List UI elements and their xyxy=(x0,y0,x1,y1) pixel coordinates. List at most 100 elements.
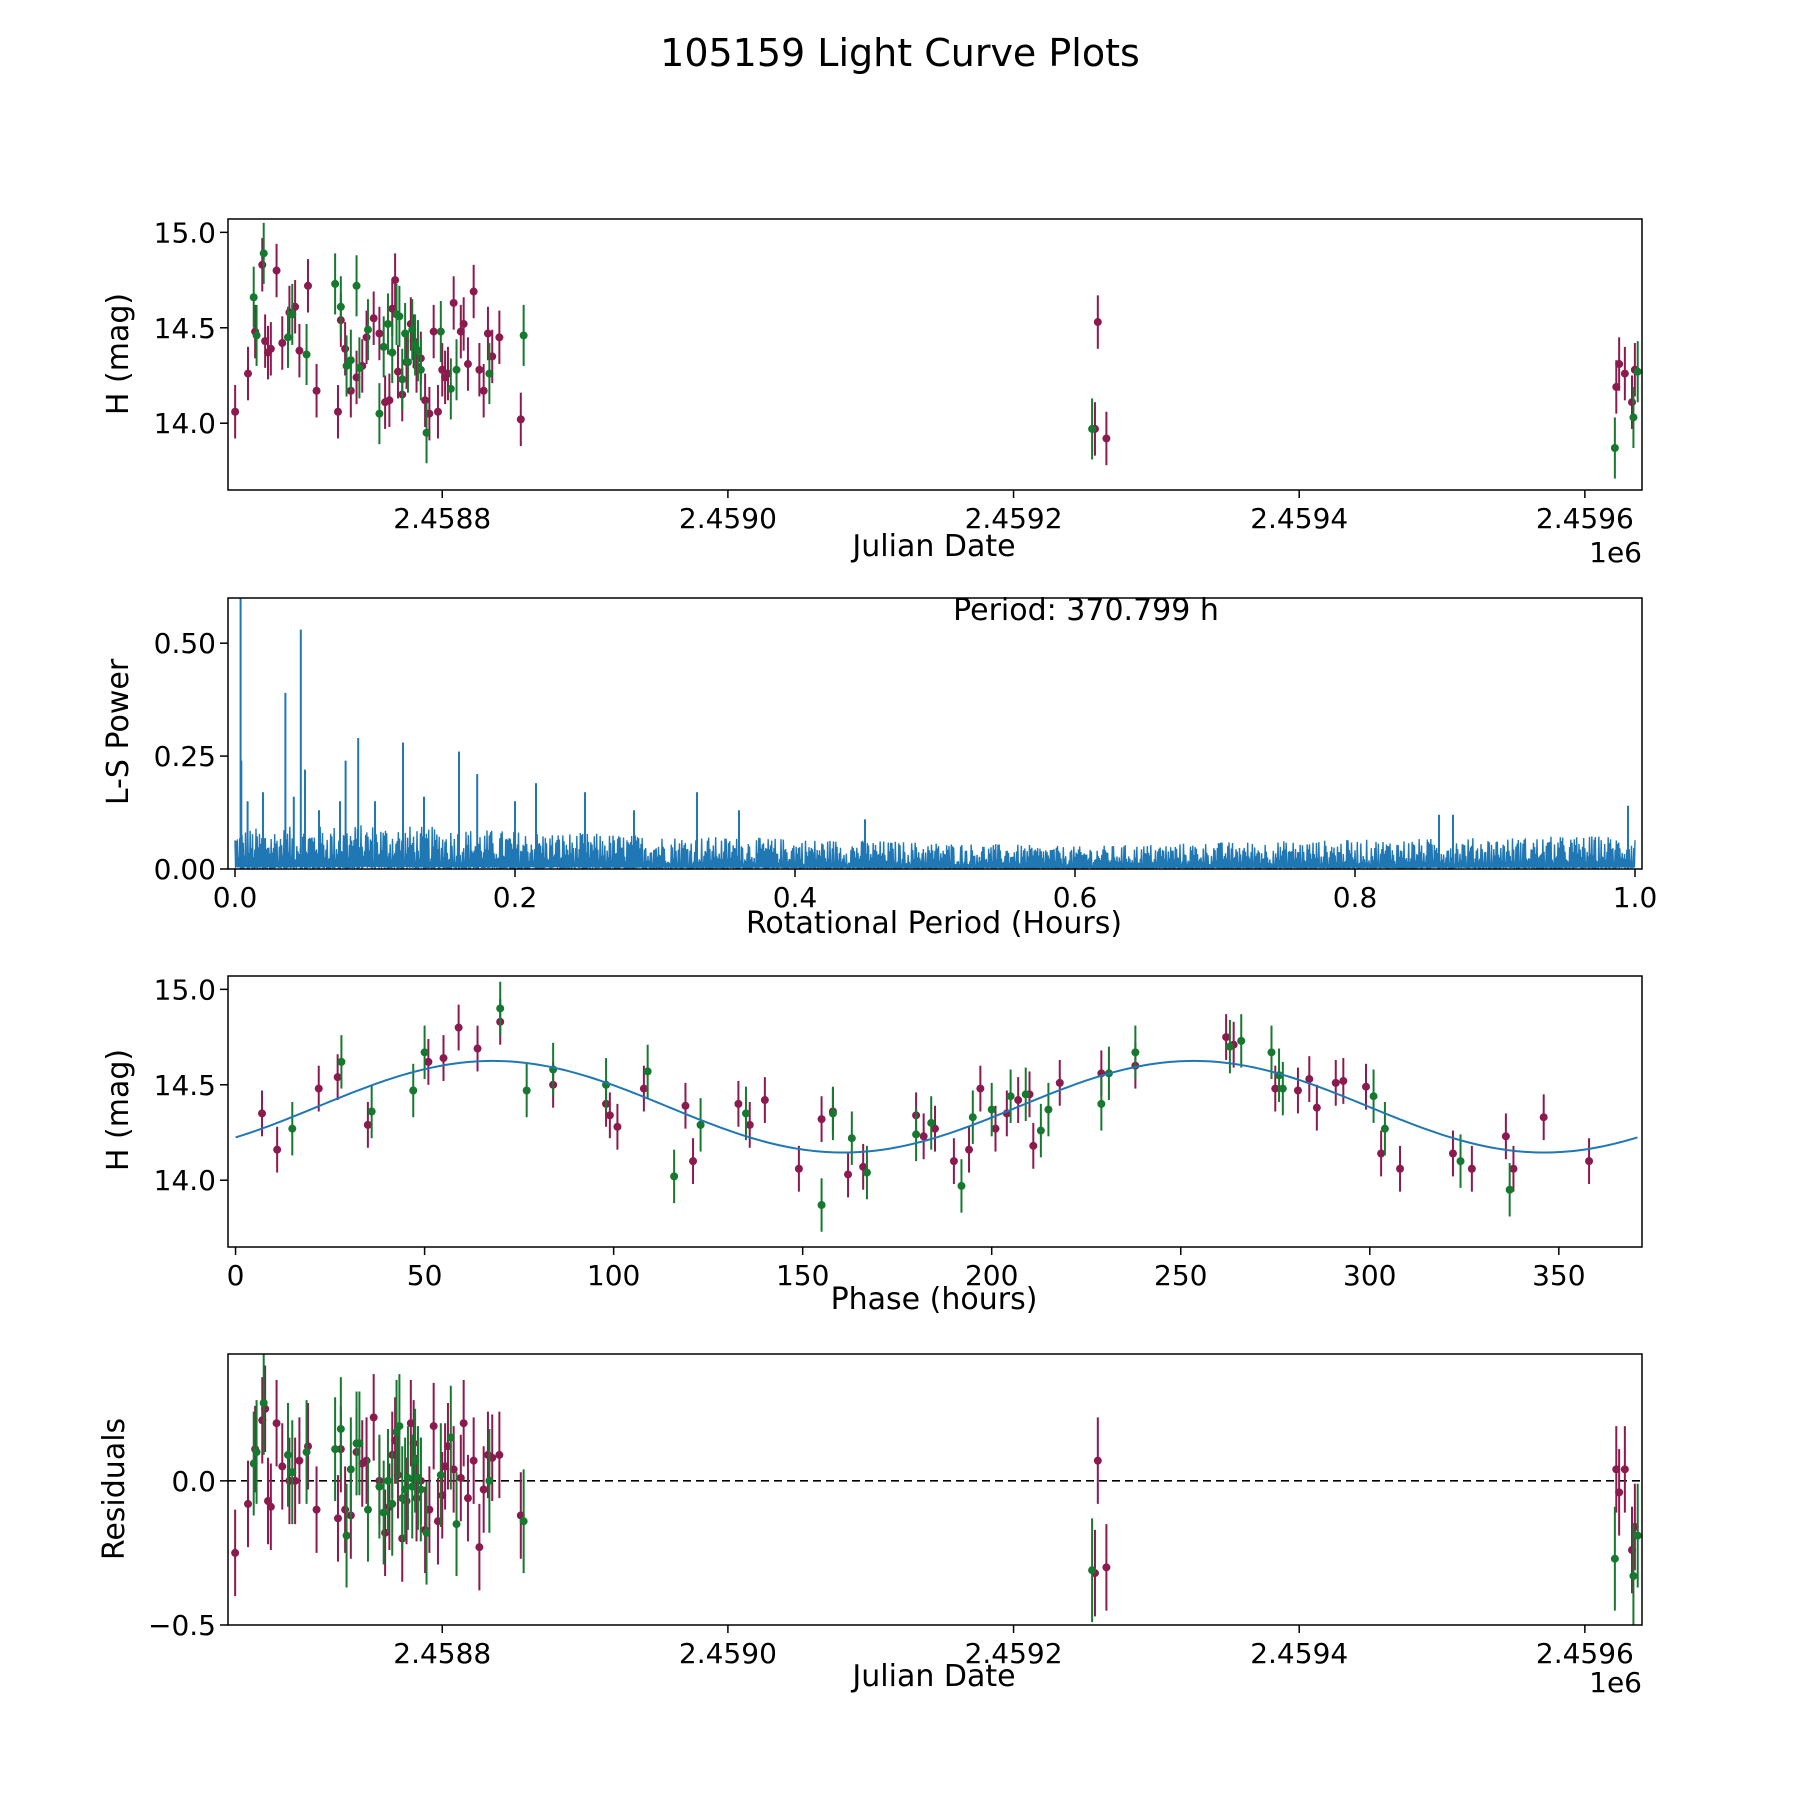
phase-point xyxy=(1271,1084,1280,1093)
phase-point xyxy=(288,1124,297,1133)
phase-point xyxy=(1539,1113,1548,1122)
lc-point xyxy=(363,325,372,334)
phase-point xyxy=(1267,1048,1276,1057)
3-xtick-label: 2.4592 xyxy=(965,1637,1063,1670)
0-ytick-label: 14.0 xyxy=(154,407,216,440)
phase-point xyxy=(844,1170,853,1179)
3-xtick-label: 2.4594 xyxy=(1250,1637,1348,1670)
phase-point xyxy=(1312,1103,1321,1112)
residuals-frame xyxy=(227,1353,1643,1626)
0-xtick-label: 2.4588 xyxy=(393,502,491,535)
lc-point xyxy=(475,365,484,374)
lc-point xyxy=(295,346,304,355)
resid-point xyxy=(395,1422,404,1431)
phase-point xyxy=(1222,1033,1231,1042)
phase-point xyxy=(817,1115,826,1124)
lc-point xyxy=(283,333,292,342)
1-xtick-label: 0.2 xyxy=(493,881,538,914)
resid-point xyxy=(341,1505,350,1514)
lc-point xyxy=(391,276,400,285)
phase-point xyxy=(1044,1105,1053,1114)
periodogram-line xyxy=(234,825,1636,869)
phase-point xyxy=(1585,1157,1594,1166)
lc-point xyxy=(398,375,407,384)
3-ytick-label: −0.5 xyxy=(148,1609,216,1642)
phase-point xyxy=(367,1107,376,1116)
phase-point xyxy=(987,1105,996,1114)
lc-point xyxy=(1102,434,1111,443)
lc-point xyxy=(436,327,445,336)
resid-point xyxy=(1629,1571,1638,1580)
lc-point xyxy=(252,331,261,340)
resid-point xyxy=(1093,1456,1102,1465)
2-xtick-label: 300 xyxy=(1343,1259,1396,1292)
lc-point xyxy=(469,287,478,296)
phase-point xyxy=(734,1099,743,1108)
phase-point xyxy=(337,1057,346,1066)
phase-point xyxy=(1029,1141,1038,1150)
phase-point xyxy=(1014,1096,1023,1105)
phase-point xyxy=(931,1124,939,1133)
lc-point xyxy=(231,407,240,416)
phase-point xyxy=(1237,1036,1246,1045)
lc-point xyxy=(416,365,425,374)
resid-point xyxy=(283,1450,292,1459)
resid-point xyxy=(495,1450,504,1459)
lc-point xyxy=(249,293,258,302)
resid-point xyxy=(463,1494,472,1503)
1-ytick-label: 0.25 xyxy=(154,740,216,773)
light-curve-ylabel: H (mag) xyxy=(101,293,136,415)
lc-point xyxy=(1088,424,1097,433)
periodogram-xlabel: Rotational Period (Hours) xyxy=(746,906,1122,941)
phase-point xyxy=(681,1101,690,1110)
lc-point xyxy=(483,329,492,338)
1-xtick-label: 1.0 xyxy=(1613,881,1658,914)
lc-point xyxy=(452,365,461,374)
1-xtick-label: 0.8 xyxy=(1333,881,1378,914)
resid-point xyxy=(436,1471,445,1480)
phase-point xyxy=(1305,1075,1314,1084)
periodogram-ylabel: L-S Power xyxy=(101,658,136,805)
lc-points xyxy=(231,222,1642,479)
phase-point xyxy=(965,1145,974,1154)
phase-point xyxy=(949,1157,958,1166)
residuals-offset-label: 1e6 xyxy=(1589,1666,1642,1699)
lc-point xyxy=(479,386,488,395)
lc-point xyxy=(259,249,268,258)
phase-frame xyxy=(227,975,1643,1248)
2-ytick-label: 14.0 xyxy=(154,1164,216,1197)
phase-point xyxy=(1396,1164,1405,1173)
phase-point xyxy=(927,1118,936,1127)
3-xtick-label: 2.4588 xyxy=(393,1637,491,1670)
figure-title: 105159 Light Curve Plots xyxy=(660,31,1140,75)
lc-point xyxy=(341,344,350,353)
lc-point xyxy=(433,407,442,416)
lc-point xyxy=(352,281,361,290)
phase-point xyxy=(409,1086,418,1095)
resid-points xyxy=(231,1354,1642,1625)
2-xtick-label: 0 xyxy=(227,1259,245,1292)
phase-point xyxy=(1456,1157,1465,1166)
resid-point xyxy=(452,1520,461,1529)
phase-point xyxy=(613,1122,622,1131)
lc-point xyxy=(333,407,342,416)
lc-point xyxy=(312,386,321,395)
resid-point xyxy=(231,1548,240,1557)
phase-point xyxy=(1036,1126,1045,1135)
lc-point xyxy=(422,428,431,437)
2-xtick-label: 50 xyxy=(407,1259,443,1292)
resid-point xyxy=(379,1508,388,1517)
phase-point xyxy=(1448,1149,1457,1158)
phase-point xyxy=(847,1134,856,1143)
resid-point xyxy=(475,1543,484,1552)
lc-point xyxy=(1628,398,1637,407)
phase-point xyxy=(1362,1082,1371,1091)
phase-point xyxy=(522,1086,531,1095)
lc-point xyxy=(243,369,252,378)
phase-point xyxy=(1021,1090,1030,1099)
phase-point xyxy=(643,1067,652,1076)
phase-point xyxy=(639,1084,648,1093)
resid-point xyxy=(336,1424,345,1433)
phase-point xyxy=(1501,1132,1510,1141)
resid-point xyxy=(333,1514,342,1523)
